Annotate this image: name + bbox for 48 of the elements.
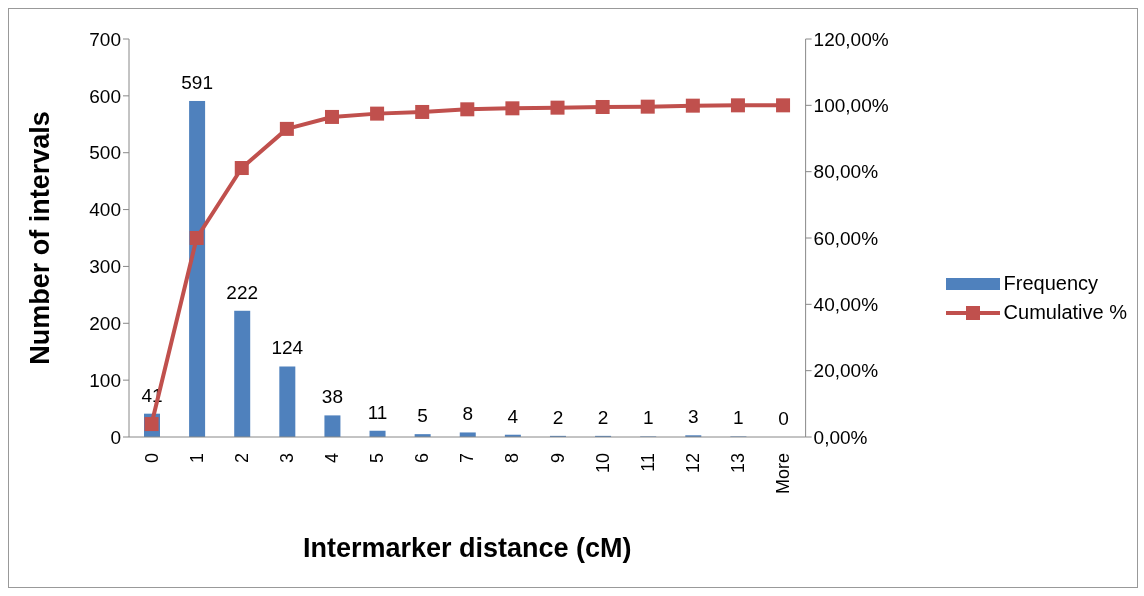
x-tick-label: More <box>773 453 794 495</box>
y2-tick-label: 80,00% <box>813 161 879 183</box>
x-tick-label: 13 <box>727 453 748 474</box>
data-label: 38 <box>321 386 343 408</box>
y-tick-label: 600 <box>89 85 121 107</box>
legend-label: Cumulative % <box>1003 301 1127 324</box>
y-tick-label: 100 <box>89 369 121 391</box>
y-tick-label: 500 <box>89 142 121 164</box>
x-tick-label: 8 <box>502 453 523 464</box>
x-tick-label: 5 <box>367 453 388 464</box>
y2-tick-label: 0,00% <box>813 426 868 448</box>
x-axis-title: Intermarker distance (cM) <box>302 533 632 563</box>
x-tick-label: 1 <box>186 453 207 464</box>
data-label: 1 <box>642 407 654 429</box>
data-label: 2 <box>552 406 564 428</box>
y-tick-label: 400 <box>89 199 121 221</box>
y2-tick-label: 40,00% <box>813 294 879 316</box>
data-label: 2 <box>597 406 609 428</box>
data-label: 8 <box>462 403 474 425</box>
data-label: 0 <box>778 408 789 429</box>
x-tick-label: 11 <box>637 453 658 472</box>
data-label: 5 <box>417 405 428 427</box>
x-tick-label: 10 <box>592 453 613 474</box>
data-label: 3 <box>688 406 699 428</box>
x-tick-label: 12 <box>682 453 703 474</box>
y-tick-label: 200 <box>89 313 121 335</box>
y2-tick-label: 100,00% <box>813 95 889 117</box>
data-label: 591 <box>181 71 213 93</box>
y-tick-label: 300 <box>89 256 121 278</box>
data-label: 11 <box>367 401 388 423</box>
data-label: 124 <box>271 337 304 359</box>
x-tick-label: 0 <box>141 453 162 464</box>
y2-tick-label: 120,00% <box>813 28 889 50</box>
data-label: 222 <box>226 281 259 303</box>
y-tick-label: 700 <box>89 28 121 50</box>
x-tick-label: 3 <box>276 453 297 464</box>
x-tick-label: 4 <box>321 453 342 464</box>
y-tick-label: 0 <box>110 426 121 448</box>
legend-label: Frequency <box>1003 272 1099 295</box>
data-label: 1 <box>733 407 744 429</box>
x-tick-label: 7 <box>457 453 478 464</box>
x-tick-label: 6 <box>412 453 433 464</box>
x-tick-label: 9 <box>547 453 568 464</box>
y2-tick-label: 60,00% <box>813 227 879 249</box>
data-label: 4 <box>507 405 519 427</box>
y-axis-title: Number of intervals <box>24 111 55 365</box>
y2-tick-label: 20,00% <box>813 360 879 382</box>
x-tick-label: 2 <box>231 453 252 464</box>
